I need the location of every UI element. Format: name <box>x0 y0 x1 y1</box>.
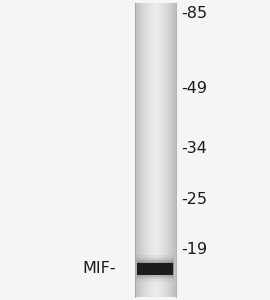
Bar <box>139 3 140 297</box>
Bar <box>155 3 156 297</box>
Bar <box>145 3 146 297</box>
Bar <box>160 3 161 297</box>
Bar <box>162 3 163 297</box>
Text: -25: -25 <box>181 192 207 207</box>
Bar <box>137 3 138 297</box>
Bar <box>157 3 158 297</box>
Bar <box>153 3 154 297</box>
Bar <box>136 258 174 279</box>
Bar <box>164 3 165 297</box>
Bar <box>146 3 147 297</box>
Bar <box>150 3 151 297</box>
Bar <box>151 3 152 297</box>
Bar <box>171 3 173 297</box>
Bar <box>167 3 168 297</box>
Bar <box>137 262 173 274</box>
Bar <box>161 3 162 297</box>
Bar <box>166 3 167 297</box>
Bar <box>144 3 145 297</box>
Bar <box>144 3 146 297</box>
Bar <box>146 3 147 297</box>
Bar <box>161 3 162 297</box>
Bar <box>135 3 136 297</box>
Bar <box>154 3 156 297</box>
Bar <box>138 3 139 297</box>
Bar <box>140 3 141 297</box>
Text: MIF-: MIF- <box>82 261 116 276</box>
Bar <box>137 260 174 277</box>
Bar <box>163 3 164 297</box>
Text: -19: -19 <box>181 242 207 256</box>
Bar <box>148 3 149 297</box>
Bar <box>165 3 166 297</box>
Bar <box>170 3 171 297</box>
Bar <box>163 3 164 297</box>
Bar <box>153 3 154 297</box>
Bar <box>141 3 142 297</box>
Text: -49: -49 <box>181 81 207 96</box>
Bar <box>136 3 137 297</box>
Text: -85: -85 <box>181 6 207 21</box>
Bar <box>165 3 166 297</box>
Bar <box>172 3 173 297</box>
Bar <box>174 3 175 297</box>
Bar <box>154 3 155 297</box>
Bar <box>148 3 150 297</box>
Bar <box>143 3 144 297</box>
Bar <box>152 3 153 297</box>
Bar <box>140 3 141 297</box>
Bar <box>167 3 168 297</box>
Bar <box>158 3 159 297</box>
Bar <box>171 3 172 297</box>
Bar <box>149 3 150 297</box>
Bar <box>169 3 170 297</box>
Bar <box>136 3 137 297</box>
Bar <box>156 3 157 297</box>
Bar <box>142 3 143 297</box>
Bar <box>159 3 160 297</box>
Bar <box>175 3 176 297</box>
Bar <box>168 3 169 297</box>
Bar <box>159 3 160 297</box>
Text: -34: -34 <box>181 141 207 156</box>
Bar <box>173 3 174 297</box>
Bar <box>157 3 158 297</box>
Bar <box>137 262 173 274</box>
Bar <box>136 255 174 282</box>
Bar <box>147 3 148 297</box>
Bar <box>137 262 174 275</box>
